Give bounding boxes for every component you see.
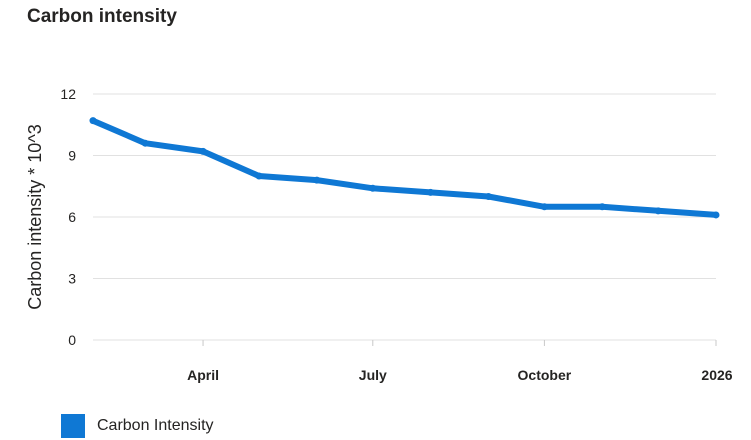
legend-label: Carbon Intensity <box>97 417 214 435</box>
data-point[interactable] <box>142 140 149 147</box>
x-tick-label: October <box>518 367 572 383</box>
data-point[interactable] <box>599 203 606 210</box>
y-tick-label: 9 <box>68 148 76 164</box>
data-point[interactable] <box>427 189 434 196</box>
data-point[interactable] <box>90 117 97 124</box>
data-point[interactable] <box>655 207 662 214</box>
y-axis-label: Carbon intensity * 10^3 <box>25 124 45 310</box>
y-tick-label: 3 <box>68 271 76 287</box>
data-point[interactable] <box>541 203 548 210</box>
y-tick-label: 6 <box>68 209 76 225</box>
x-tick-label: July <box>359 367 387 383</box>
x-tick-label: April <box>187 367 219 383</box>
gridlines <box>93 94 716 340</box>
data-point[interactable] <box>713 211 720 218</box>
data-point[interactable] <box>256 173 263 180</box>
data-point[interactable] <box>313 177 320 184</box>
y-tick-label: 12 <box>60 86 76 102</box>
data-point[interactable] <box>485 193 492 200</box>
data-point[interactable] <box>369 185 376 192</box>
y-axis-ticks: 0 3 6 9 12 <box>60 86 76 348</box>
data-point[interactable] <box>200 148 207 155</box>
x-axis-ticks: April July October 2026 <box>187 340 733 383</box>
legend[interactable]: Carbon Intensity <box>61 414 214 438</box>
series-line-carbon-intensity[interactable] <box>93 121 716 215</box>
y-tick-label: 0 <box>68 332 76 348</box>
series-group <box>90 117 720 218</box>
legend-swatch <box>61 414 85 438</box>
x-tick-label: 2026 <box>701 367 732 383</box>
